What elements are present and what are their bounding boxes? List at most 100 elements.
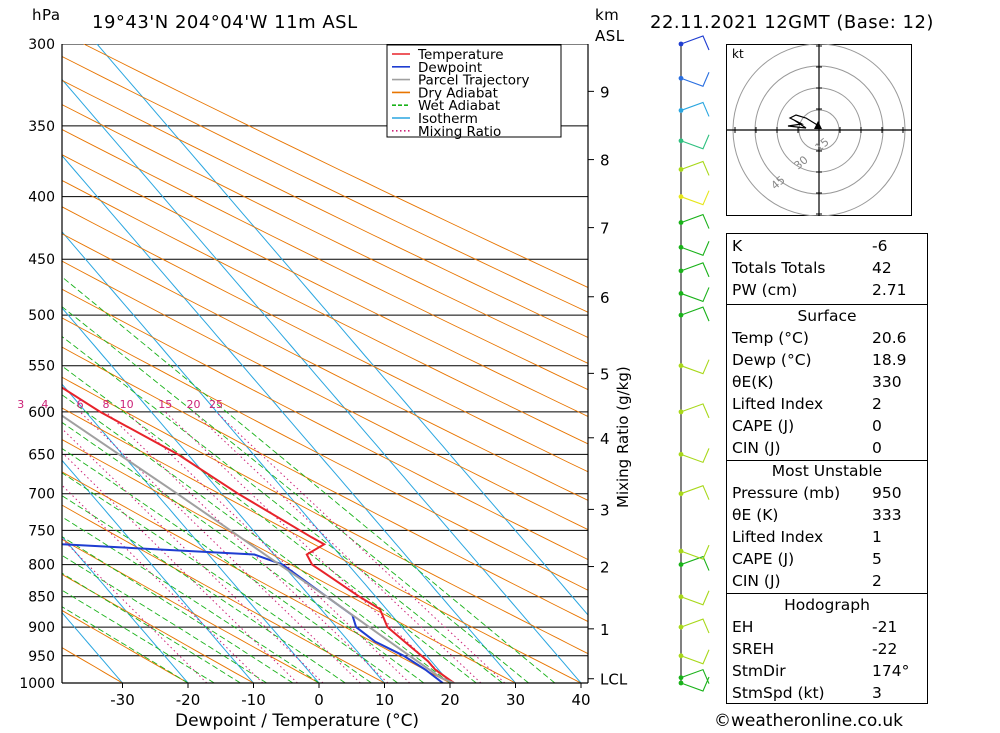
- wind-barb: [680, 448, 710, 464]
- mu-value: 2: [872, 572, 882, 590]
- dry-adiabat-line: [62, 154, 588, 417]
- index-row: Totals Totals 42: [727, 259, 927, 281]
- index-row: PW (cm) 2.71: [727, 281, 927, 303]
- dry-adiabat-line: [62, 128, 588, 391]
- indices-panel: K -6 Totals Totals 42 PW (cm) 2.71 Surface …: [726, 233, 928, 704]
- wind-barb: [680, 72, 710, 87]
- mixing-ratio-label: 4: [41, 398, 48, 411]
- pressure-tick-label: 800: [28, 558, 55, 574]
- x-tick-label: -30: [110, 691, 135, 709]
- hodo-label: SREH: [732, 640, 775, 658]
- km-tick-label: 6: [600, 289, 610, 307]
- surface-row: CIN (J) 0: [727, 439, 927, 461]
- wind-barb: [680, 544, 710, 560]
- index-value: 42: [872, 259, 892, 277]
- mixing-ratio-label: 10: [120, 398, 134, 411]
- index-label: Totals Totals: [732, 259, 826, 277]
- pressure-tick-label: 450: [28, 252, 55, 268]
- wet-adiabat-line: [62, 394, 451, 683]
- isotherm-line: [62, 611, 123, 683]
- mixing-ratio-label: 3: [17, 398, 24, 411]
- pressure-tick-label: 700: [28, 487, 55, 503]
- x-tick-label: 30: [506, 691, 525, 709]
- surface-row: Temp (°C) 20.6: [727, 329, 927, 351]
- hodograph-unit-label: kt: [732, 47, 744, 61]
- km-tick-label: 2: [600, 559, 610, 577]
- mu-label: CAPE (J): [732, 550, 795, 568]
- storm-motion-marker: [814, 121, 822, 129]
- x-axis-title: Dewpoint / Temperature (°C): [175, 711, 419, 731]
- mu-label: θE (K): [732, 506, 779, 524]
- x-tick-label: 0: [314, 691, 324, 709]
- copyright-link[interactable]: ©weatheronline.co.uk: [714, 711, 904, 731]
- mu-row: Pressure (mb) 950: [727, 484, 927, 506]
- km-tick-label: 1: [600, 621, 610, 639]
- surface-row: Dewp (°C) 18.9: [727, 351, 927, 373]
- dry-adiabat-line: [62, 260, 588, 531]
- surface-label: θE(K): [732, 373, 774, 391]
- km-tick-label: 5: [600, 365, 610, 383]
- isotherm-line: [62, 459, 254, 683]
- datetime-title: 22.11.2021 12GMT (Base: 12): [650, 12, 934, 33]
- dry-adiabat-line: [62, 407, 582, 683]
- mu-row: Lifted Index 1: [727, 528, 927, 550]
- dry-adiabat-line: [62, 233, 588, 501]
- mu-label: CIN (J): [732, 572, 781, 590]
- surface-label: Lifted Index: [732, 395, 824, 413]
- mixing-ratio-label: 25: [209, 398, 223, 411]
- wind-barb: [680, 403, 710, 419]
- pressure-tick-label: 650: [28, 447, 55, 463]
- mixing-ratio-line: [62, 428, 324, 683]
- wind-barb: [680, 190, 710, 206]
- index-value: 2.71: [872, 281, 907, 299]
- wind-level-dot: [678, 220, 684, 225]
- dry-adiabat-line: [62, 538, 320, 683]
- hodo-row: StmSpd (kt) 3: [727, 684, 927, 706]
- hodo-label: EH: [732, 618, 754, 636]
- surface-value: 2: [872, 395, 882, 413]
- dry-adiabat-line: [62, 573, 254, 683]
- hodo-value: -22: [872, 640, 898, 658]
- surface-row: θE(K) 330: [727, 373, 927, 395]
- wet-adiabat-line: [62, 335, 503, 683]
- surface-value: 0: [872, 439, 882, 457]
- surface-value: 18.9: [872, 351, 907, 369]
- dry-adiabat-line: [62, 471, 451, 683]
- legend-entry-label: Dewpoint: [418, 60, 482, 76]
- dry-adiabat-line: [62, 376, 588, 655]
- surface-label: CIN (J): [732, 439, 781, 457]
- dry-adiabat-line: [62, 79, 588, 338]
- dry-adiabat-line: [62, 346, 588, 623]
- dewpoint-line: [62, 542, 444, 683]
- mixing-ratio-line: [126, 411, 411, 683]
- legend-entry-label: Mixing Ratio: [418, 124, 501, 140]
- legend-entry-label: Parcel Trajectory: [418, 73, 530, 89]
- dry-adiabat-line: [62, 288, 588, 561]
- dry-adiabat-line: [62, 647, 123, 683]
- hodo-label: StmDir: [732, 662, 786, 680]
- temperature-line: [62, 386, 455, 683]
- dry-adiabat-line: [62, 439, 516, 683]
- surface-row: Lifted Index 2: [727, 395, 927, 417]
- mixing-ratio-label: 6: [77, 398, 84, 411]
- pressure-tick-label: 1000: [19, 676, 55, 692]
- index-row: K -6: [727, 237, 927, 259]
- surface-title: Surface: [797, 307, 857, 325]
- dry-adiabat-line: [62, 317, 588, 591]
- wind-barb: [680, 101, 710, 117]
- dry-adiabat-line: [83, 44, 588, 288]
- wet-adiabat-line: [62, 276, 556, 683]
- legend-entry-label: Isotherm: [418, 111, 478, 127]
- pressure-tick-label: 550: [28, 359, 55, 375]
- legend-entry-label: Temperature: [417, 47, 504, 63]
- hodo-label: StmSpd (kt): [732, 684, 825, 702]
- wind-barb: [680, 555, 710, 571]
- km-tick-label: 7: [600, 220, 610, 238]
- isotherm-line: [62, 535, 189, 683]
- x-tick-label: -20: [176, 691, 201, 709]
- surface-label: Dewp (°C): [732, 351, 812, 369]
- wet-adiabat-line: [62, 589, 215, 683]
- x-tick-label: 20: [440, 691, 459, 709]
- wind-barb: [680, 359, 710, 375]
